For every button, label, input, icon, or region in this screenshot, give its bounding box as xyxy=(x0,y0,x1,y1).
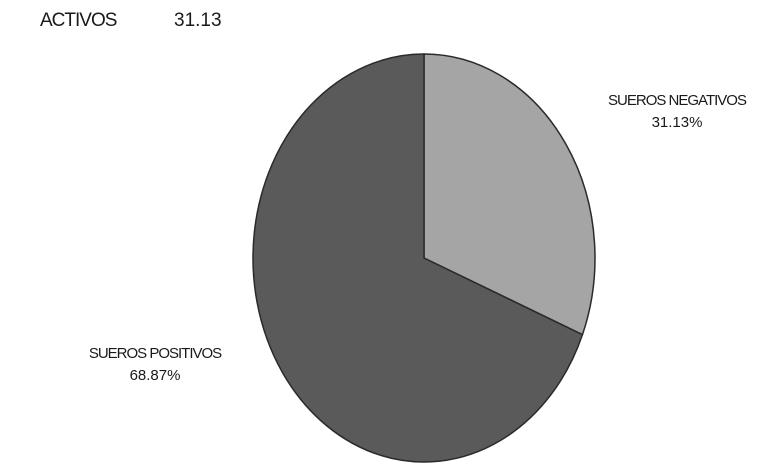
pie-slice-positivos xyxy=(252,53,584,463)
pie-slice-negativos xyxy=(423,53,596,336)
header-value: 31.13 xyxy=(174,10,222,31)
slice-label-positivos: SUEROS POSITIVOS 68.87% xyxy=(60,343,250,387)
pie-slices xyxy=(252,53,596,463)
slice-label-negativos: SUEROS NEGATIVOS 31.13% xyxy=(582,90,767,134)
slice-name-positivos: SUEROS POSITIVOS xyxy=(88,345,222,362)
slice-value-positivos: 68.87% xyxy=(129,367,181,384)
slice-name-negativos: SUEROS NEGATIVOS xyxy=(608,92,747,109)
slice-value-negativos: 31.13% xyxy=(651,114,703,131)
header-label: ACTIVOS xyxy=(40,10,117,31)
